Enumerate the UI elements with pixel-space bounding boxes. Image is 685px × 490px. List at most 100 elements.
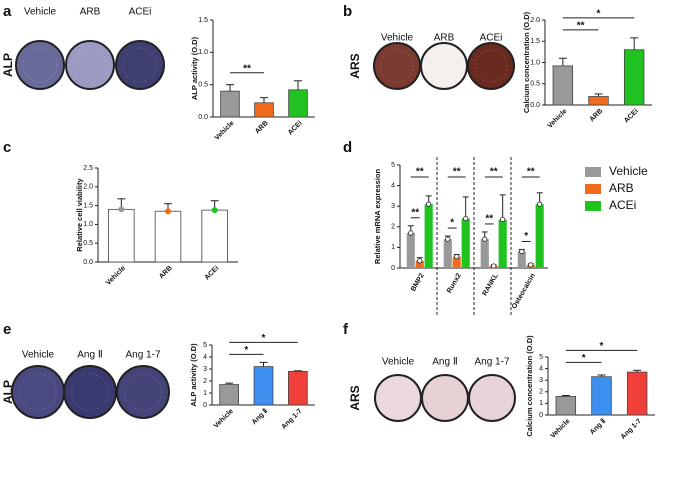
bar [287,370,308,406]
bar [552,65,574,106]
well-label: Ang 1-7 [125,350,160,361]
panel-letter: e [3,321,11,338]
point-marker [528,262,534,268]
significance-label: ** [416,167,424,178]
significance-label: ** [577,20,585,31]
bar [517,251,526,268]
y-tick-label: 3 [203,366,207,373]
significance-label: ** [243,63,251,74]
well-texture [381,381,415,415]
well-texture [71,373,109,411]
well [116,365,170,419]
point-marker [417,258,423,264]
well-label: Ang Ⅱ [77,350,103,361]
well-texture [427,49,461,83]
x-tick-label: Vehicle [547,108,569,130]
y-tick-label: 1.0 [530,59,540,66]
y-axis-label: ALP activity (O.D) [189,343,198,407]
y-tick-label: 0.5 [83,240,93,247]
point-marker [463,215,469,222]
point-marker [165,208,171,215]
y-tick-label: 4 [391,182,395,189]
stain-label: ARS [348,53,362,78]
y-tick-label: 0 [391,265,395,272]
well-texture [19,373,57,411]
well-texture [72,47,108,83]
bar [480,239,489,268]
significance-label: * [582,353,586,364]
y-axis-label: Calcium concentration (O.D) [522,11,531,113]
well-texture [380,49,414,83]
bar [424,204,433,268]
x-tick-label: Ang Ⅱ [588,417,607,436]
bar [288,89,308,118]
well-label: ARB [80,7,101,18]
well [467,42,515,90]
bar [626,371,648,416]
bar [415,260,424,268]
y-tick-label: 1.5 [83,202,93,209]
y-tick-label: 1.0 [198,49,208,56]
bar [535,204,544,268]
legend-label: ARB [609,181,634,195]
bar [623,49,645,106]
well-label: Vehicle [22,350,55,361]
point-marker [118,206,125,213]
x-tick-label: ACEi [287,120,304,137]
x-tick-label: Vehicle [213,408,235,430]
y-tick-label: 0.5 [530,81,540,88]
y-tick-label: 4 [539,365,543,372]
well-label: Vehicle [24,7,57,18]
y-tick-label: 2 [391,224,395,231]
well-label: Vehicle [381,33,414,44]
y-tick-label: 3 [539,377,543,384]
bar [443,239,452,268]
y-axis-label: Relative cell viability [75,177,84,251]
x-tick-label: ARB [158,265,174,281]
y-tick-label: 3 [391,203,395,210]
y-tick-label: 1 [539,400,543,407]
y-tick-label: 0.0 [198,114,208,121]
well [115,40,165,90]
bar [253,366,274,406]
x-tick-label: Vehicle [550,418,572,440]
well-label: ACEi [129,7,152,18]
well-label: Vehicle [382,357,415,368]
well-texture [428,381,462,415]
stain-label: ARS [348,385,362,410]
panel-letter: a [3,3,12,20]
point-marker [537,201,543,207]
legend-swatch [585,201,601,211]
y-tick-label: 1.5 [198,17,208,24]
y-tick-label: 1 [391,244,395,251]
x-tick-label: ACEi [204,265,221,282]
bar [219,384,240,406]
well-label: Ang 1-7 [474,357,509,368]
x-tick-label: ARB [589,108,605,124]
significance-label: ** [490,167,498,178]
x-tick-label: Osteocalcin [511,272,537,310]
y-tick-label: 0.0 [530,102,540,109]
legend-label: Vehicle [609,164,648,178]
bar [461,218,470,268]
panel-letter: b [343,3,352,20]
bar [254,102,274,118]
panel-letter: d [343,139,352,156]
panel-letter: c [3,139,11,156]
y-tick-label: 2 [539,389,543,396]
bar [498,219,507,268]
bar [591,376,612,416]
x-tick-label: Runx2 [446,272,463,294]
y-tick-label: 0.5 [198,82,208,89]
x-tick-label: Ang Ⅱ [250,407,269,426]
point-marker [211,207,218,214]
significance-label: ** [527,167,535,178]
well-label: Ang Ⅱ [432,357,458,368]
y-tick-label: 2.0 [530,17,540,24]
significance-label: * [597,8,601,19]
x-tick-label: RANKL [482,272,501,297]
significance-label: ** [453,167,461,178]
y-axis-label: Relative mRNA expression [373,169,382,265]
bar [406,232,415,268]
